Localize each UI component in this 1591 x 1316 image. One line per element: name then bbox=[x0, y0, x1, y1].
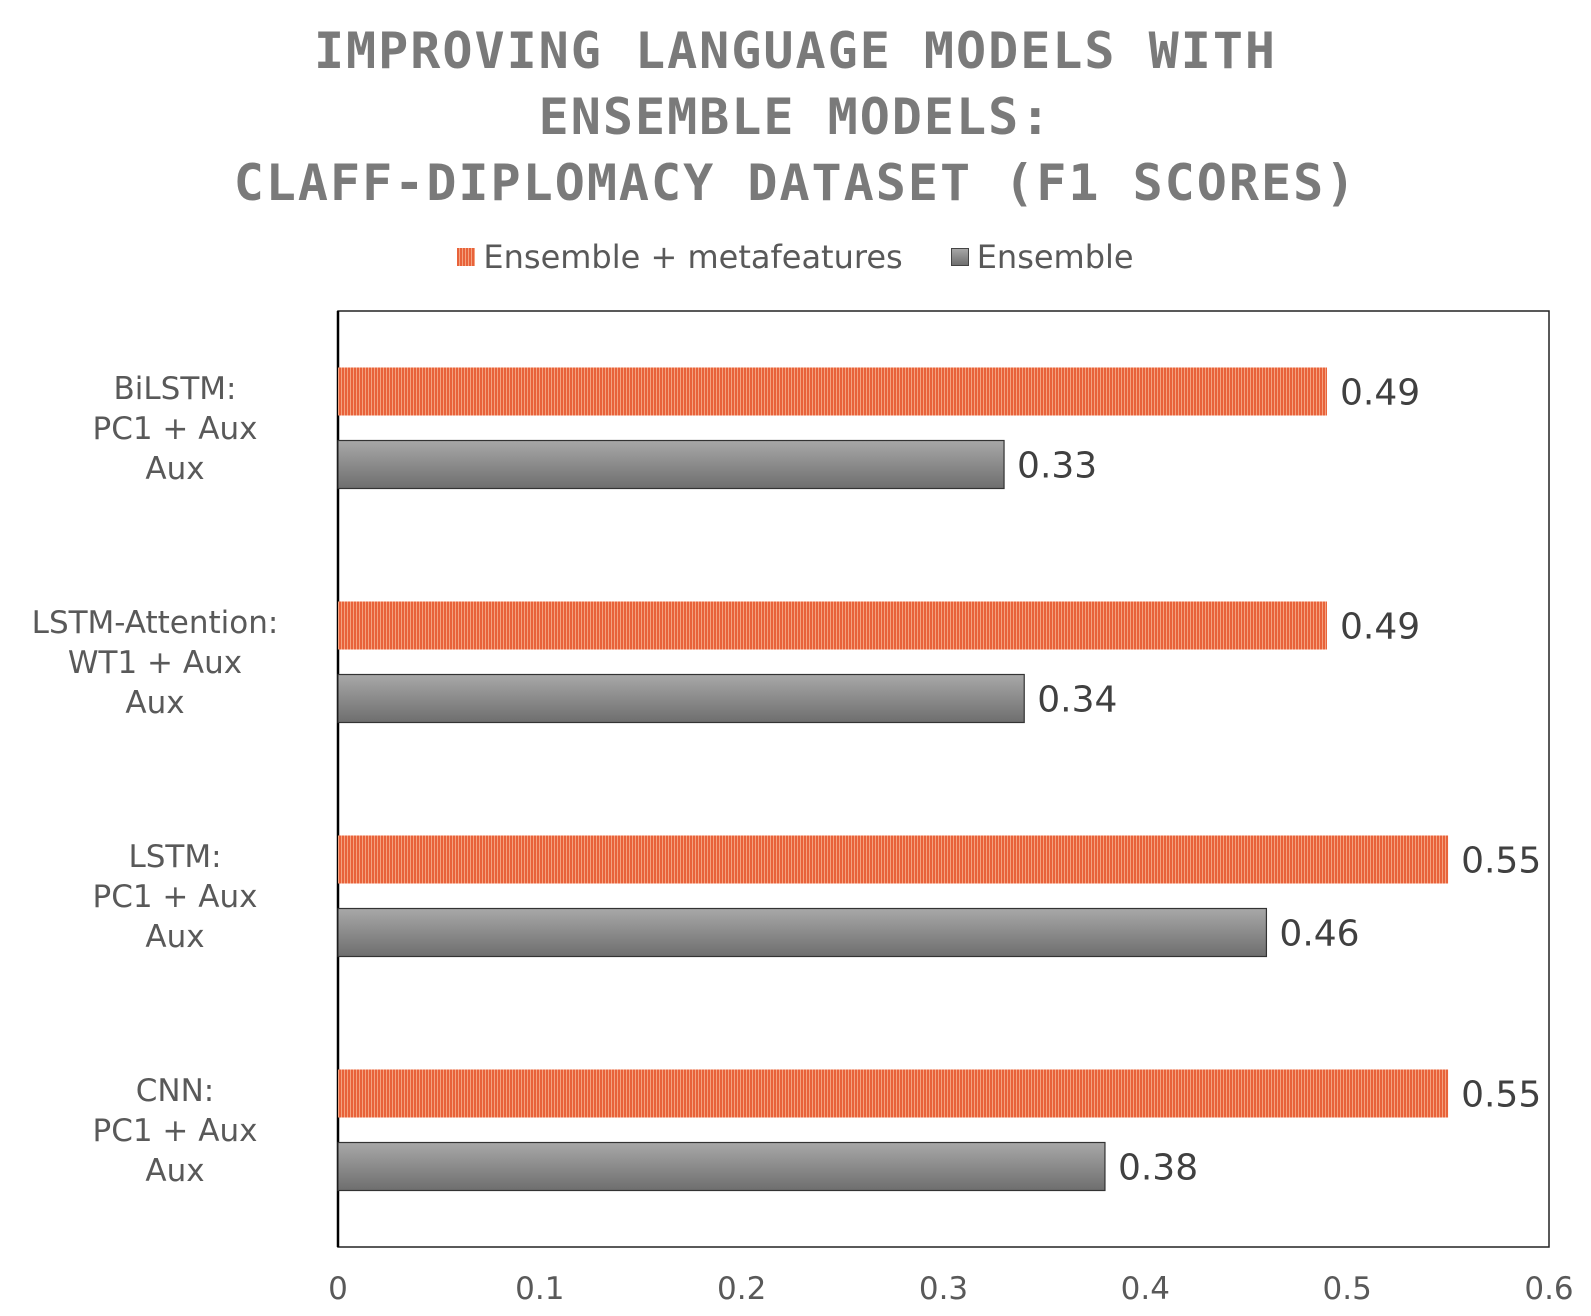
category-label: CNN: PC1 + Aux Aux bbox=[93, 1073, 258, 1189]
legend: Ensemble + metafeatures Ensemble bbox=[0, 238, 1591, 276]
data-label: 0.55 bbox=[1461, 841, 1541, 882]
bar-ensemble bbox=[337, 673, 1025, 724]
chart-title-line-3: CLAFF-DIPLOMACY DATASET (F1 SCORES) bbox=[233, 154, 1358, 212]
legend-label: Ensemble bbox=[976, 238, 1134, 276]
x-tick-label: 0 bbox=[328, 1271, 348, 1307]
legend-item-ensemble-metafeatures: Ensemble + metafeatures bbox=[457, 238, 903, 276]
data-label: 0.55 bbox=[1461, 1075, 1541, 1116]
data-label: 0.49 bbox=[1340, 607, 1420, 648]
x-tick-label: 0.5 bbox=[1323, 1271, 1372, 1307]
bar-ensemble bbox=[337, 439, 1005, 490]
data-label: 0.49 bbox=[1340, 373, 1420, 414]
chart-title-line-2: ENSEMBLE MODELS: bbox=[538, 88, 1053, 146]
data-label: 0.34 bbox=[1037, 680, 1117, 721]
category-label: BiLSTM: PC1 + Aux Aux bbox=[93, 371, 258, 487]
legend-swatch-gray bbox=[950, 248, 969, 266]
x-tick-label: 0.6 bbox=[1524, 1271, 1573, 1307]
chart-title: IMPROVING LANGUAGE MODELS WITH ENSEMBLE … bbox=[0, 18, 1591, 216]
x-tick-label: 0.1 bbox=[515, 1271, 564, 1307]
x-tick-label: 0.4 bbox=[1121, 1271, 1170, 1307]
bar-ensemble-metafeatures bbox=[338, 1069, 1449, 1118]
x-tick-label: 0.2 bbox=[717, 1271, 766, 1307]
legend-item-ensemble: Ensemble bbox=[950, 238, 1134, 276]
legend-label: Ensemble + metafeatures bbox=[483, 238, 903, 276]
data-label: 0.33 bbox=[1017, 446, 1097, 487]
data-label: 0.46 bbox=[1279, 914, 1359, 955]
x-tick-label: 0.3 bbox=[919, 1271, 968, 1307]
bar-ensemble-metafeatures bbox=[338, 367, 1327, 416]
chart-title-line-1: IMPROVING LANGUAGE MODELS WITH bbox=[313, 22, 1278, 80]
data-label: 0.38 bbox=[1118, 1148, 1198, 1189]
category-label: LSTM: PC1 + Aux Aux bbox=[93, 839, 258, 955]
bar-ensemble bbox=[337, 907, 1268, 958]
legend-swatch-orange bbox=[457, 248, 476, 266]
bar-ensemble-metafeatures bbox=[338, 601, 1327, 650]
bar-ensemble bbox=[337, 1141, 1106, 1192]
category-label: LSTM-Attention: WT1 + Aux Aux bbox=[32, 605, 279, 721]
bar-ensemble-metafeatures bbox=[338, 835, 1449, 884]
